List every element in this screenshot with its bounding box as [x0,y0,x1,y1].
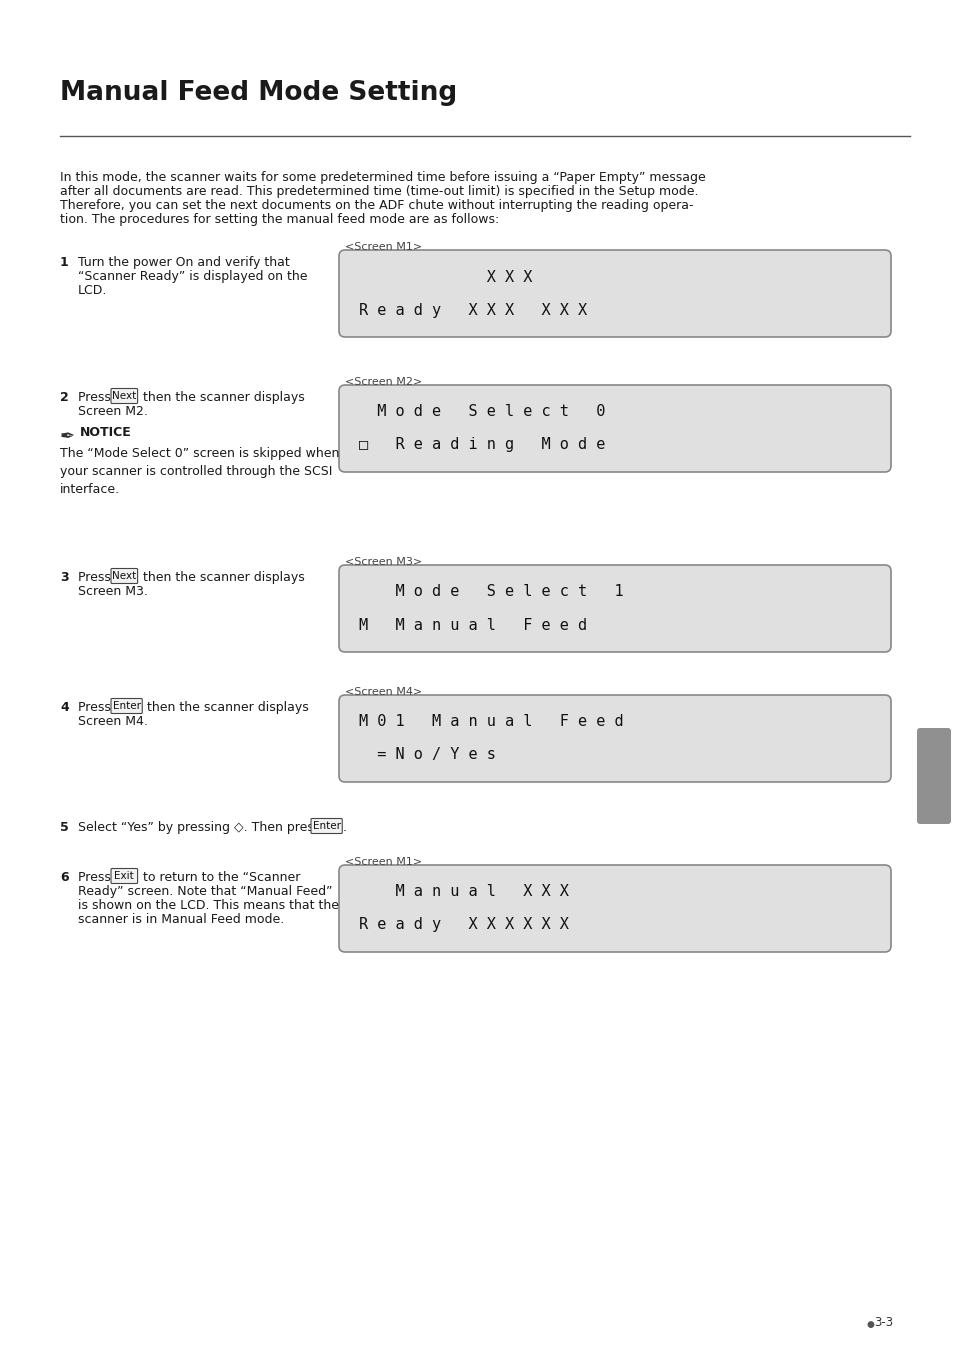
Text: Next: Next [112,571,136,581]
Text: Next: Next [112,390,136,401]
Text: .: . [342,821,346,834]
Text: tion. The procedures for setting the manual feed mode are as follows:: tion. The procedures for setting the man… [60,213,498,226]
Text: M   M a n u a l   F e e d: M M a n u a l F e e d [358,617,586,632]
Text: Ready” screen. Note that “Manual Feed”: Ready” screen. Note that “Manual Feed” [78,885,333,898]
FancyBboxPatch shape [311,819,342,834]
FancyBboxPatch shape [111,698,142,713]
Text: = N o / Y e s: = N o / Y e s [358,747,496,762]
Text: 6: 6 [60,871,69,884]
Text: Press: Press [78,871,114,884]
Text: LCD.: LCD. [78,284,108,297]
FancyBboxPatch shape [111,869,137,884]
Text: after all documents are read. This predetermined time (time-out limit) is specif: after all documents are read. This prede… [60,185,698,199]
FancyBboxPatch shape [111,569,137,584]
Text: “Scanner Ready” is displayed on the: “Scanner Ready” is displayed on the [78,270,307,282]
Text: <Screen M3>: <Screen M3> [345,557,421,567]
Text: ✒: ✒ [60,428,75,446]
Text: M a n u a l   X X X: M a n u a l X X X [358,885,568,900]
FancyBboxPatch shape [338,694,890,782]
Text: M o d e   S e l e c t   0: M o d e S e l e c t 0 [358,404,605,420]
Text: M 0 1   M a n u a l   F e e d: M 0 1 M a n u a l F e e d [358,715,623,730]
Text: 1: 1 [60,255,69,269]
Text: 5: 5 [60,821,69,834]
Text: then the scanner displays: then the scanner displays [138,571,304,584]
Text: <Screen M4>: <Screen M4> [345,688,422,697]
Text: Turn the power On and verify that: Turn the power On and verify that [78,255,290,269]
FancyBboxPatch shape [338,250,890,336]
Text: Screen M3.: Screen M3. [78,585,148,598]
Text: Press: Press [78,571,114,584]
FancyBboxPatch shape [916,728,950,824]
Text: your scanner is controlled through the SCSI: your scanner is controlled through the S… [60,465,332,478]
Text: 2: 2 [60,390,69,404]
Text: is shown on the LCD. This means that the: is shown on the LCD. This means that the [78,898,338,912]
Text: Enter: Enter [112,701,140,711]
Text: to return to the “Scanner: to return to the “Scanner [138,871,299,884]
Text: 3-3: 3-3 [873,1316,892,1329]
Text: <Screen M1>: <Screen M1> [345,857,421,867]
Text: Manual Feed Mode Setting: Manual Feed Mode Setting [60,80,456,105]
Text: ●: ● [865,1320,873,1329]
Text: <Screen M2>: <Screen M2> [345,377,422,386]
Text: R e a d y   X X X X X X: R e a d y X X X X X X [358,917,568,932]
Text: then the scanner displays: then the scanner displays [143,701,309,713]
Text: NOTICE: NOTICE [80,426,132,439]
Text: 3: 3 [60,571,69,584]
FancyBboxPatch shape [338,865,890,952]
FancyBboxPatch shape [338,385,890,471]
Text: interface.: interface. [60,484,120,496]
Text: then the scanner displays: then the scanner displays [138,390,304,404]
Text: In this mode, the scanner waits for some predetermined time before issuing a “Pa: In this mode, the scanner waits for some… [60,172,705,184]
FancyBboxPatch shape [338,565,890,653]
Text: Therefore, you can set the next documents on the ADF chute without interrupting : Therefore, you can set the next document… [60,199,693,212]
Text: M o d e   S e l e c t   1: M o d e S e l e c t 1 [358,585,623,600]
Text: <Screen M1>: <Screen M1> [345,242,421,253]
Text: R e a d y   X X X   X X X: R e a d y X X X X X X [358,303,586,317]
Text: □   R e a d i n g   M o d e: □ R e a d i n g M o d e [358,438,605,453]
Text: Press: Press [78,390,114,404]
Text: Screen M2.: Screen M2. [78,405,148,417]
Text: X X X: X X X [358,269,532,285]
Text: The “Mode Select 0” screen is skipped when: The “Mode Select 0” screen is skipped wh… [60,447,339,459]
Text: Select “Yes” by pressing ◇. Then press: Select “Yes” by pressing ◇. Then press [78,821,324,834]
Text: Screen M4.: Screen M4. [78,715,148,728]
Text: Exit: Exit [114,871,134,881]
Text: Press: Press [78,701,114,713]
FancyBboxPatch shape [111,389,137,404]
Text: 4: 4 [60,701,69,713]
Text: Enter: Enter [313,821,340,831]
Text: scanner is in Manual Feed mode.: scanner is in Manual Feed mode. [78,913,284,925]
